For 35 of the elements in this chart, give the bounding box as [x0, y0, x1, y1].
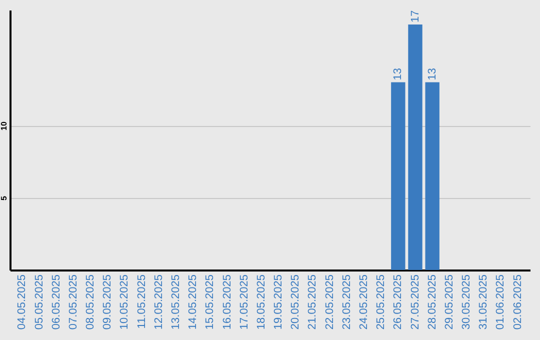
x-tick-label: 09.05.2025 [102, 274, 114, 330]
x-tick-label: 21.05.2025 [306, 274, 319, 330]
x-tick-label: 01.06.2025 [494, 274, 507, 330]
x-tick-label: 10.05.2025 [118, 274, 131, 330]
x-tick-label: 25.05.2025 [375, 274, 388, 330]
x-tick-label: 27.05.2025 [409, 274, 422, 330]
x-tick-label: 11.05.2025 [136, 274, 148, 329]
x-tick-label: 08.05.2025 [84, 274, 97, 330]
x-tick-label: 17.05.2025 [238, 274, 250, 330]
x-tick-label: 23.05.2025 [340, 274, 353, 330]
x-tick-label: 12.05.2025 [152, 274, 165, 330]
data-label: 13 [392, 68, 404, 80]
x-tick-label: 28.05.2025 [426, 274, 438, 330]
data-label: 17 [409, 10, 422, 22]
x-tick-label: 02.06.2025 [512, 274, 524, 330]
x-tick-label: 06.05.2025 [50, 274, 62, 330]
x-tick-label: 24.05.2025 [358, 274, 370, 330]
x-tick-label: 19.05.2025 [272, 274, 285, 330]
x-tick-label: 16.05.2025 [221, 274, 234, 330]
x-tick-label: 13.05.2025 [170, 274, 182, 330]
x-tick-label: 29.05.2025 [443, 274, 456, 330]
x-tick-label: 20.05.2025 [290, 274, 302, 330]
x-tick-label: 14.05.2025 [187, 274, 200, 330]
data-label: 13 [426, 68, 438, 80]
x-tick-label: 26.05.2025 [392, 274, 404, 330]
x-tick-label: 18.05.2025 [255, 274, 268, 330]
x-tick-label: 22.05.2025 [324, 274, 336, 330]
y-tick-label: 10 [0, 121, 8, 131]
x-tick-label: 07.05.2025 [67, 274, 80, 330]
x-tick-label: 30.05.2025 [460, 274, 473, 330]
x-tick-label: 04.05.2025 [16, 274, 28, 330]
x-tick-label: 15.05.2025 [204, 274, 216, 330]
x-tick-label: 31.05.2025 [478, 274, 490, 330]
y-tick-label: 5 [0, 196, 8, 201]
x-tick-label: 05.05.2025 [33, 274, 46, 330]
